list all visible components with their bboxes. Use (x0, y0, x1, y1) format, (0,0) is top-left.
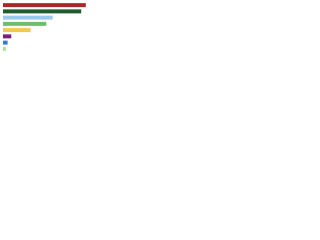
chart (3, 3, 86, 51)
bar (3, 40, 8, 45)
page: {"chart_data": {"type": "barh", "categor… (0, 0, 320, 71)
bar (3, 28, 31, 33)
bar (3, 21, 47, 26)
bar (3, 34, 12, 39)
bar (3, 9, 82, 14)
bar (3, 46, 6, 51)
bar (3, 15, 53, 20)
bar (3, 3, 86, 8)
